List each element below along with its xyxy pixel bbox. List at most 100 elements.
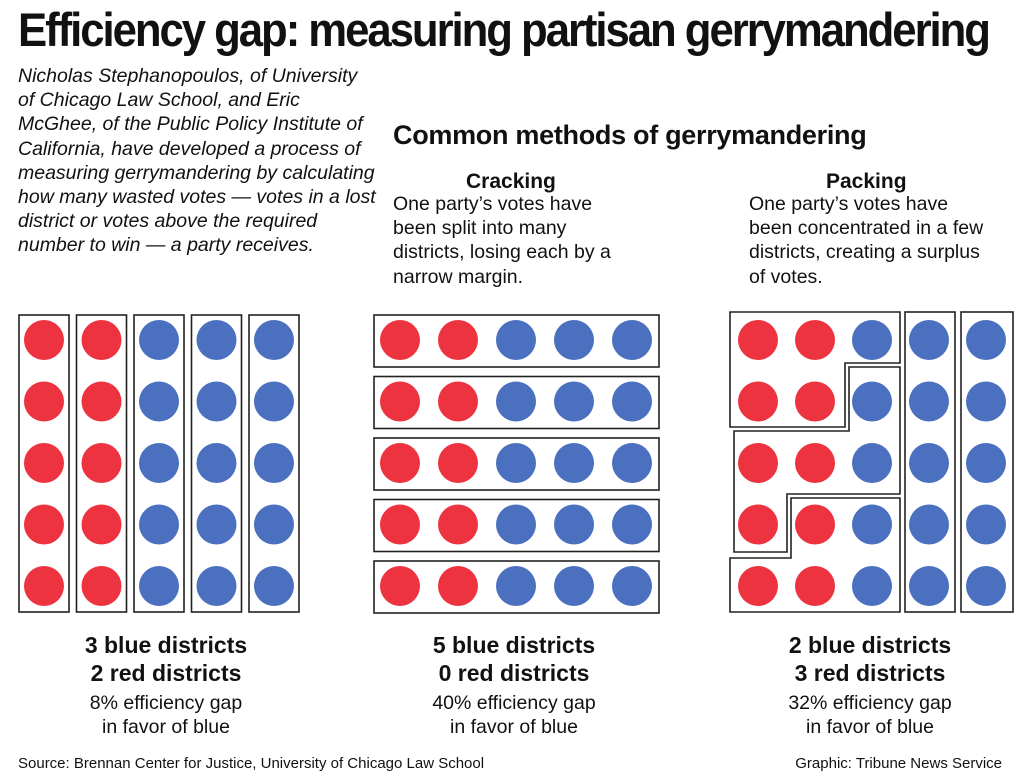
cracking-voter-red [438, 443, 478, 483]
baseline-voter-red [81, 381, 122, 422]
baseline-voter-red [81, 443, 122, 483]
baseline-voter-blue [196, 566, 237, 606]
cracking-voter-blue [496, 504, 536, 545]
baseline-result-red: 2 red districts [90, 660, 242, 686]
cracking-voter-blue [554, 381, 594, 422]
cracking-voter-red [380, 443, 420, 483]
baseline-gap-line1: 8% efficiency gap [89, 692, 243, 714]
packing-district-outline [904, 311, 956, 613]
baseline-voter-red [81, 504, 122, 545]
cracking-voter-red [438, 566, 478, 606]
baseline-district-outline [133, 314, 185, 613]
packing-voter-red [738, 443, 778, 483]
baseline-voter-red [24, 443, 64, 483]
baseline-voter-blue [196, 504, 237, 545]
packing-district-outlines [729, 311, 1014, 613]
packing-voter-red [795, 443, 835, 483]
packing-voter-blue [966, 381, 1006, 422]
intro-text: Nicholas Stephanopoulos, of University o… [18, 65, 376, 257]
packing-voter-red [738, 320, 778, 360]
packing-district-outline [733, 366, 901, 553]
packing-gap-line2: in favor of blue [806, 716, 934, 738]
cracking-result-red: 0 red districts [438, 660, 590, 686]
packing-voter-blue [852, 504, 892, 545]
packing-voter-blue [909, 381, 949, 422]
cracking-voter-red [380, 566, 420, 606]
baseline-district-outline [75, 314, 128, 613]
cracking-voter-blue [612, 443, 652, 483]
baseline-district-outline [18, 314, 70, 613]
cracking-result-blue: 5 blue districts [432, 632, 596, 658]
cracking-voter-blue [496, 443, 536, 483]
packing-voter-blue [852, 320, 892, 360]
cracking-voters [380, 320, 652, 606]
packing-voter-red [738, 566, 778, 606]
cracking-voter-blue [496, 566, 536, 606]
packing-gap-line1: 32% efficiency gap [788, 692, 952, 714]
baseline-voter-blue [254, 320, 294, 360]
cracking-district-outline [373, 560, 660, 614]
cracking-voter-blue [612, 504, 652, 545]
packing-district-outline [960, 311, 1014, 613]
cracking-gap-line2: in favor of blue [450, 716, 578, 738]
cracking-voter-blue [496, 381, 536, 422]
packing-voter-blue [909, 566, 949, 606]
packing-title: Packing [826, 170, 907, 193]
baseline-voter-blue [139, 381, 179, 422]
baseline-voter-red [81, 320, 122, 360]
baseline-voter-red [24, 566, 64, 606]
packing-voter-blue [909, 504, 949, 545]
baseline-voter-blue [254, 381, 294, 422]
baseline-grid [18, 314, 300, 613]
baseline-voter-blue [196, 443, 237, 483]
packing-voter-red [795, 504, 835, 545]
cracking-voter-red [380, 504, 420, 545]
packing-voter-red [795, 566, 835, 606]
cracking-description: One party’s votes have been split into m… [393, 193, 611, 288]
cracking-district-outline [373, 375, 660, 430]
baseline-voter-blue [139, 566, 179, 606]
packing-description: One party’s votes have been concentrated… [749, 193, 984, 288]
baseline-voter-blue [139, 320, 179, 360]
cracking-voter-blue [554, 320, 594, 360]
district-diagrams [18, 311, 1014, 614]
source-line: Source: Brennan Center for Justice, Univ… [18, 755, 485, 772]
packing-voter-blue [852, 443, 892, 483]
cracking-district-outlines [373, 314, 660, 614]
baseline-voters [24, 320, 294, 606]
packing-voter-blue [966, 504, 1006, 545]
cracking-grid [373, 314, 660, 614]
cracking-district-outline [373, 498, 660, 553]
cracking-title: Cracking [466, 170, 556, 193]
cracking-voter-blue [612, 320, 652, 360]
baseline-district-outline [190, 314, 243, 613]
packing-district-outline [729, 497, 901, 613]
packing-voter-blue [966, 320, 1006, 360]
baseline-district-outline [248, 314, 300, 613]
cracking-voter-red [380, 381, 420, 422]
packing-voter-red [738, 381, 778, 422]
baseline-voter-red [81, 566, 122, 606]
cracking-voter-blue [554, 566, 594, 606]
cracking-voter-blue [554, 443, 594, 483]
credit-line: Graphic: Tribune News Service [795, 755, 1002, 772]
packing-voter-red [795, 320, 835, 360]
cracking-district-outline [373, 314, 660, 368]
packing-result-red: 3 red districts [794, 660, 946, 686]
page-title: Efficiency gap: measuring partisan gerry… [18, 3, 991, 56]
packing-grid [729, 311, 1014, 613]
cracking-voter-blue [612, 566, 652, 606]
baseline-voter-blue [254, 504, 294, 545]
baseline-voter-blue [254, 443, 294, 483]
baseline-voter-blue [139, 443, 179, 483]
cracking-voter-blue [612, 381, 652, 422]
cracking-gap-line1: 40% efficiency gap [432, 692, 596, 714]
cracking-voter-red [438, 504, 478, 545]
baseline-voter-blue [196, 381, 237, 422]
packing-result-blue: 2 blue districts [788, 632, 952, 658]
baseline-voter-blue [196, 320, 237, 360]
packing-voter-red [795, 381, 835, 422]
cracking-district-outline [373, 437, 660, 491]
packing-voter-blue [909, 320, 949, 360]
baseline-voter-red [24, 320, 64, 360]
